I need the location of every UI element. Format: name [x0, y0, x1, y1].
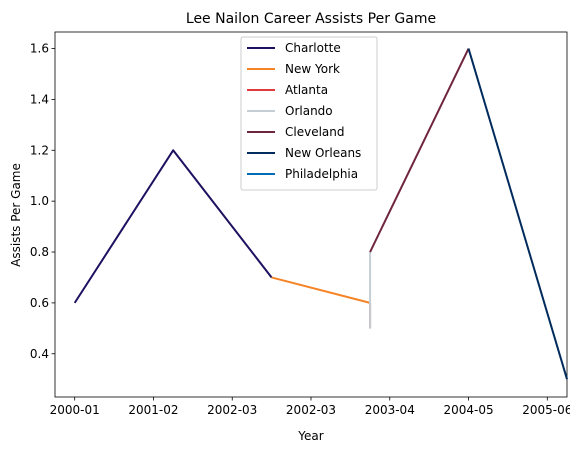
x-tick-label: 2002-03 — [207, 403, 257, 417]
legend-box — [240, 36, 378, 191]
chart-title: Lee Nailon Career Assists Per Game — [186, 11, 436, 27]
y-tick-label: 1.6 — [30, 42, 49, 56]
x-axis-label: Year — [297, 429, 323, 443]
legend-label: Charlotte — [285, 41, 341, 55]
series-line-new-orleans — [467, 48, 568, 380]
series-line-charlotte — [73, 149, 273, 304]
y-tick-label: 0.8 — [30, 245, 49, 259]
legend-label: New York — [285, 62, 340, 76]
y-axis-label: Assists Per Game — [9, 163, 23, 267]
series-line-cleveland — [369, 48, 470, 253]
plot-area: 2000-01 2001-02 2002-03 2002-03 2003-04 2004-… — [30, 31, 570, 417]
y-tick-label: 0.4 — [30, 347, 49, 361]
x-tick-label: 2004-05 — [443, 403, 493, 417]
legend-label: Orlando — [285, 104, 333, 118]
x-tick-label: 2001-02 — [128, 403, 178, 417]
y-tick-label: 0.6 — [30, 296, 49, 310]
y-tick-label: 1.4 — [30, 92, 49, 106]
legend-label: Cleveland — [285, 125, 345, 139]
legend-label: Atlanta — [285, 83, 328, 97]
legend-label: Philadelphia — [285, 167, 358, 181]
y-tick-label: 1.2 — [30, 143, 49, 157]
x-tick-label: 2002-03 — [286, 403, 336, 417]
legend-label: New Orleans — [285, 146, 361, 160]
series-line-new-york — [271, 276, 371, 304]
y-tick-label: 1.0 — [30, 194, 49, 208]
x-tick-label: 2003-04 — [365, 403, 415, 417]
x-tick-label: 2005-06 — [522, 403, 570, 417]
x-tick-label: 2000-01 — [50, 403, 100, 417]
